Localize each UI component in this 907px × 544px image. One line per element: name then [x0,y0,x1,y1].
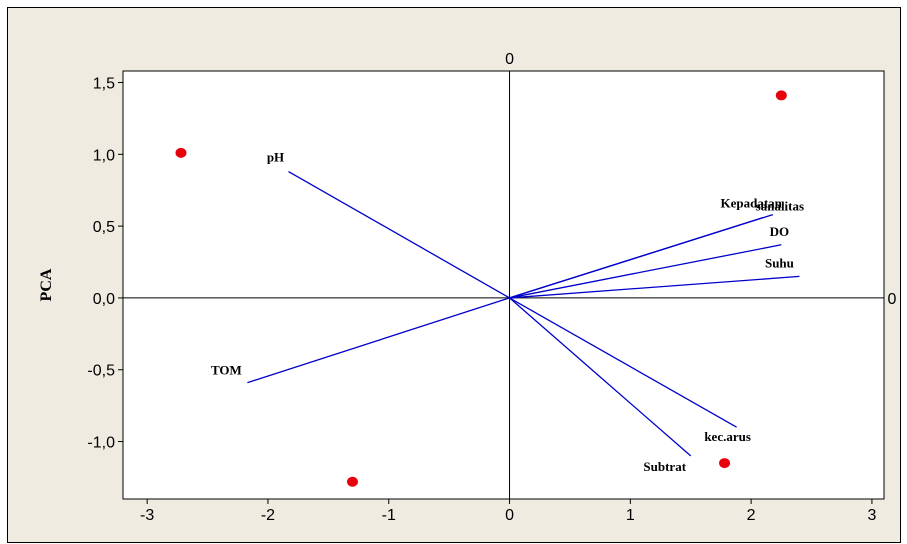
x-tick-label: -3 [140,507,154,524]
horizontal-reference-label: 0 [888,291,897,308]
vector-suhu [509,275,800,299]
reference-lines [123,71,884,499]
y-tick-label: 0,5 [93,219,115,236]
y-axis-label: PCA [38,268,55,301]
vector-subtrat [509,297,692,457]
vector-tom [247,297,510,384]
y-tick-label: 1,0 [93,147,115,164]
x-tick-label: 1 [626,507,635,524]
vector-ph [288,170,510,299]
vector-label: pH [267,150,284,165]
axes: -3 -2 -1 0 1 2 3 -1,0 -0,5 0,0 0,5 1,0 1,5 [87,75,876,524]
y-tick-label: -0,5 [87,363,115,380]
x-tick-label: 2 [747,507,756,524]
y-tick-label: 1,5 [93,75,115,92]
y-tick-label: -1,0 [87,435,115,452]
vector-label: kec.arus [704,429,751,444]
x-tick-label: 3 [867,507,876,524]
x-tick-label: 0 [505,507,514,524]
vector-label: TOM [211,363,242,378]
score-point [175,147,187,158]
score-point [719,458,731,469]
vector-label: Subtrat [643,459,686,474]
vector-label: DO [770,224,790,239]
vector-label: sanalitas [756,199,804,214]
vector-sanalitas [509,214,774,299]
vector-do [509,244,782,299]
score-point [775,90,787,101]
x-tick-label: -1 [382,507,396,524]
chart-frame: pH Kepadatan sanalitas DO Suhu TOM kec.arus Sub… [7,7,901,543]
score-point [347,476,359,487]
vertical-reference-label: 0 [505,51,514,68]
y-tick-label: 0,0 [93,291,115,308]
x-tick-label: -2 [261,507,275,524]
vector-kec-arus [509,297,737,428]
vector-label: Kepadatan [721,195,783,210]
score-points [175,90,787,487]
plot-area [122,70,885,500]
vector-label: Suhu [765,255,794,270]
